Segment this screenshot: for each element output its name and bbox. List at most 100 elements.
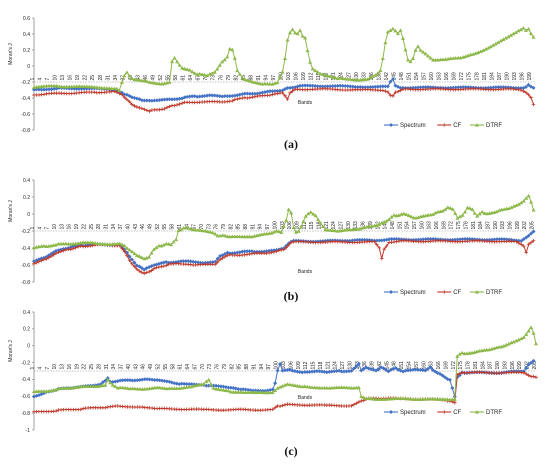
data-point-spectrum: [197, 94, 202, 99]
data-point-dtrf: [298, 28, 303, 32]
data-point-dtrf: [193, 227, 198, 232]
data-point-spectrum: [501, 85, 506, 90]
data-point-cf: [130, 102, 134, 107]
data-point-cf: [122, 95, 127, 99]
data-point-dtrf: [66, 241, 71, 246]
data-point-spectrum: [238, 387, 243, 392]
data-point-dtrf: [205, 73, 210, 78]
data-point-dtrf: [430, 396, 435, 401]
data-point-dtrf: [433, 397, 438, 401]
x-tick-label: 181: [471, 221, 477, 230]
data-point-spectrum: [272, 89, 277, 94]
x-tick-label: 169: [452, 72, 458, 81]
data-point-cf: [361, 398, 366, 403]
data-point-dtrf: [167, 80, 172, 84]
x-tick-label: 154: [414, 72, 420, 81]
data-point-spectrum: [491, 85, 496, 90]
data-point-cf: [230, 99, 235, 103]
data-point-spectrum: [187, 94, 192, 99]
x-tick-label: 91: [250, 224, 256, 230]
data-point-dtrf: [82, 84, 87, 89]
data-point-dtrf: [129, 249, 134, 254]
x-tick-label: 43: [135, 75, 141, 81]
data-point-cf: [162, 107, 167, 111]
data-point-spectrum: [144, 98, 149, 103]
data-point-dtrf: [186, 225, 191, 230]
data-point-dtrf: [117, 241, 122, 246]
data-point-dtrf: [247, 79, 252, 83]
data-point-spectrum: [122, 92, 127, 97]
data-point-cf: [137, 269, 142, 273]
data-point-dtrf: [245, 78, 250, 82]
x-tick-label: 112: [303, 361, 309, 369]
data-point-dtrf: [238, 390, 243, 394]
data-point-dtrf: [112, 86, 117, 91]
x-tick-label: 196: [510, 361, 516, 370]
data-point-dtrf: [300, 34, 305, 38]
data-point-dtrf: [389, 214, 394, 219]
x-tick-label: 157: [414, 361, 420, 370]
data-point-dtrf: [276, 229, 281, 233]
data-point-dtrf: [302, 384, 307, 388]
data-point-spectrum: [334, 368, 339, 373]
data-point-cf: [176, 261, 181, 266]
data-point-dtrf: [470, 207, 475, 211]
data-point-dtrf: [127, 247, 132, 252]
data-point-spectrum: [217, 94, 222, 99]
x-tick-label: 199: [527, 72, 533, 81]
data-point-cf: [270, 407, 275, 412]
data-point-spectrum: [386, 369, 391, 374]
x-tick-label: 34: [111, 364, 117, 370]
data-point-spectrum: [214, 383, 219, 388]
data-point-dtrf: [328, 74, 333, 78]
data-point-spectrum: [362, 237, 367, 242]
data-point-cf: [220, 256, 225, 260]
data-point-cf: [46, 255, 51, 260]
data-point-dtrf: [290, 27, 295, 32]
data-point-dtrf: [310, 66, 315, 71]
data-point-dtrf: [408, 396, 413, 401]
x-tick-label: 196: [519, 72, 525, 81]
data-point-dtrf: [171, 239, 176, 244]
data-point-spectrum: [181, 259, 186, 264]
data-point-spectrum: [413, 85, 418, 90]
data-point-dtrf: [217, 63, 222, 67]
data-point-dtrf: [137, 77, 142, 82]
data-point-spectrum: [275, 368, 280, 373]
x-tick-label: 79: [222, 364, 228, 370]
data-point-dtrf: [400, 36, 405, 40]
data-point-cf: [519, 242, 524, 247]
data-point-dtrf: [486, 45, 491, 50]
data-point-spectrum: [462, 237, 467, 242]
data-point-cf: [379, 256, 384, 261]
data-point-dtrf: [262, 81, 267, 86]
data-point-dtrf: [270, 390, 275, 395]
data-point-spectrum: [110, 380, 115, 385]
x-tick-label: 70: [199, 224, 205, 230]
data-point-spectrum: [215, 93, 220, 98]
data-point-dtrf: [100, 242, 105, 246]
data-point-dtrf: [472, 350, 477, 355]
data-point-dtrf: [375, 71, 380, 75]
data-point-dtrf: [108, 380, 113, 385]
data-point-spectrum: [147, 377, 152, 382]
data-point-spectrum: [494, 237, 499, 242]
x-tick-label: 139: [368, 221, 374, 230]
data-point-spectrum: [314, 369, 319, 374]
x-tick-label: 1: [30, 78, 36, 81]
data-point-spectrum: [285, 367, 290, 372]
x-tick-label: 115: [316, 72, 322, 80]
data-point-spectrum: [323, 84, 328, 89]
data-point-spectrum: [355, 85, 360, 90]
data-point-spectrum: [267, 248, 272, 253]
x-tick-label: 73: [211, 75, 217, 81]
x-tick-label: 52: [155, 224, 161, 230]
panel-caption: (b): [284, 289, 299, 303]
data-point-spectrum: [440, 373, 445, 378]
data-point-spectrum: [529, 231, 534, 236]
data-point-spectrum: [526, 233, 531, 238]
x-tick-label: 127: [340, 361, 346, 370]
data-point-cf: [521, 89, 526, 93]
data-point-spectrum: [315, 84, 320, 89]
